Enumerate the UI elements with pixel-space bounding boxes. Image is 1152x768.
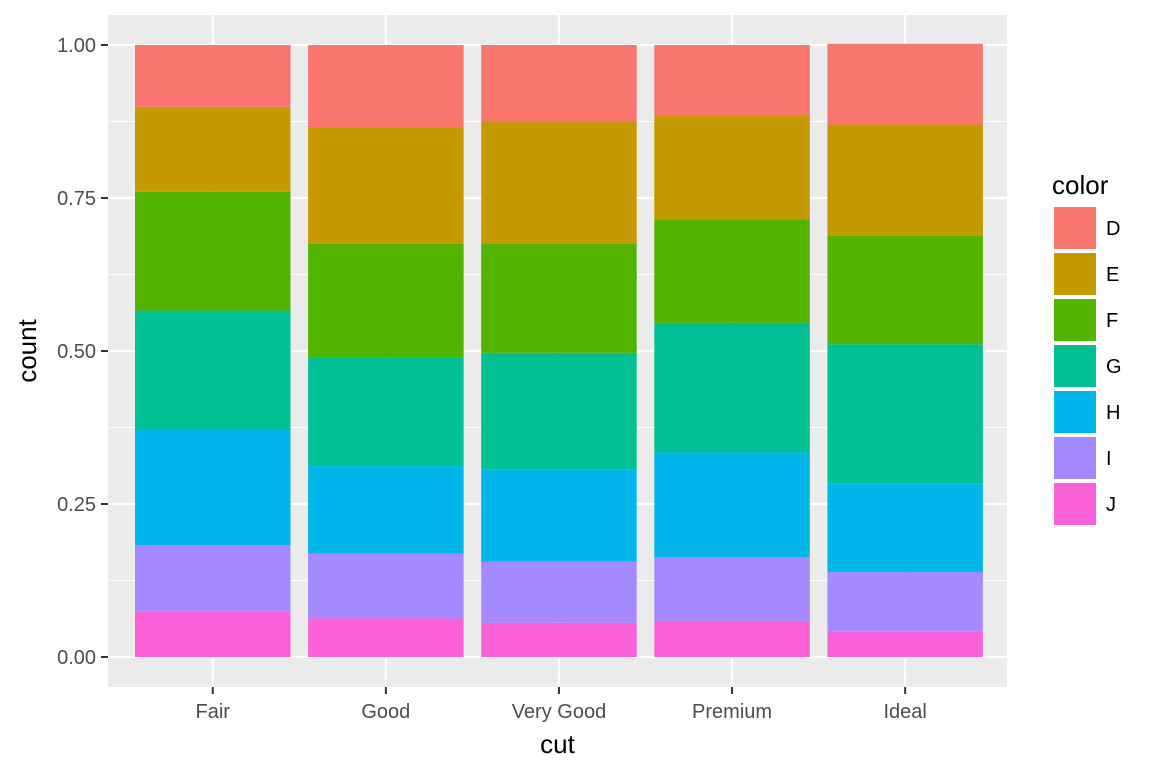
- bar-segment-I-ideal: [827, 571, 983, 632]
- bar-segment-G-fair: [135, 310, 291, 430]
- bar-segment-E-fair: [135, 106, 291, 192]
- bar-segment-F-ideal: [827, 235, 983, 345]
- bar-segment-D-ideal: [827, 43, 983, 125]
- x-tick-label: Very Good: [512, 701, 607, 723]
- bar-segment-E-good: [308, 127, 464, 244]
- bar-segment-E-premium: [654, 115, 810, 220]
- y-tick-label: 0.50: [57, 341, 96, 363]
- bar-segment-H-good: [308, 466, 464, 554]
- x-axis-title: cut: [540, 729, 575, 759]
- bar-segment-D-very-good: [481, 45, 637, 122]
- bar-segment-I-premium: [654, 557, 810, 621]
- bar-segment-G-premium: [654, 322, 810, 453]
- bar-segment-H-premium: [654, 452, 810, 558]
- bar-segment-I-very-good: [481, 561, 637, 623]
- legend-label-D: D: [1106, 218, 1120, 240]
- legend: color D E F G H I J: [1052, 170, 1122, 525]
- bar-segment-J-fair: [135, 611, 291, 657]
- y-tick-label: 1.00: [57, 35, 96, 57]
- x-tick-label: Premium: [692, 701, 772, 723]
- legend-key-G: [1054, 345, 1096, 387]
- bar-segment-G-ideal: [827, 344, 983, 484]
- x-tick-label: Fair: [196, 701, 231, 723]
- bar-segment-F-fair: [135, 191, 291, 311]
- x-tick-label: Ideal: [883, 701, 926, 723]
- y-tick-label: 0.25: [57, 494, 96, 516]
- bar-segment-J-very-good: [481, 622, 637, 657]
- bar-segment-J-ideal: [827, 631, 983, 657]
- bar-segment-E-ideal: [827, 124, 983, 236]
- legend-key-J: [1054, 483, 1096, 525]
- bar-segment-D-good: [308, 45, 464, 128]
- y-tick-label: 0.75: [57, 188, 96, 210]
- legend-key-E: [1054, 253, 1096, 295]
- bar-segment-D-fair: [135, 45, 291, 107]
- bar-segment-G-good: [308, 357, 464, 467]
- legend-label-I: I: [1106, 448, 1112, 470]
- legend-key-F: [1054, 299, 1096, 341]
- bar-segment-J-premium: [654, 620, 810, 657]
- bar-segment-J-good: [308, 618, 464, 657]
- bar-segment-F-good: [308, 243, 464, 358]
- bar-segment-F-very-good: [481, 243, 637, 353]
- y-axis-title: count: [12, 318, 42, 382]
- bar-segment-E-very-good: [481, 121, 637, 244]
- legend-label-H: H: [1106, 402, 1120, 424]
- x-tick-label: Good: [361, 701, 410, 723]
- bars: [135, 43, 983, 657]
- x-axis: Fair Good Very Good Premium Ideal: [196, 687, 927, 723]
- legend-label-J: J: [1106, 494, 1116, 516]
- legend-label-F: F: [1106, 310, 1118, 332]
- legend-label-G: G: [1106, 356, 1122, 378]
- y-axis: 0.00 0.25 0.50 0.75 1.00: [57, 35, 108, 669]
- bar-segment-I-good: [308, 553, 464, 619]
- bar-segment-H-fair: [135, 429, 291, 546]
- legend-key-H: [1054, 391, 1096, 433]
- legend-key-D: [1054, 207, 1096, 249]
- bar-segment-I-fair: [135, 545, 291, 612]
- legend-key-I: [1054, 437, 1096, 479]
- bar-segment-H-ideal: [827, 483, 983, 572]
- bar-segment-H-very-good: [481, 469, 637, 562]
- bar-segment-F-premium: [654, 219, 810, 323]
- legend-label-E: E: [1106, 264, 1119, 286]
- bar-segment-D-premium: [654, 45, 810, 116]
- legend-title: color: [1052, 170, 1109, 200]
- bar-segment-G-very-good: [481, 352, 637, 470]
- y-tick-label: 0.00: [57, 647, 96, 669]
